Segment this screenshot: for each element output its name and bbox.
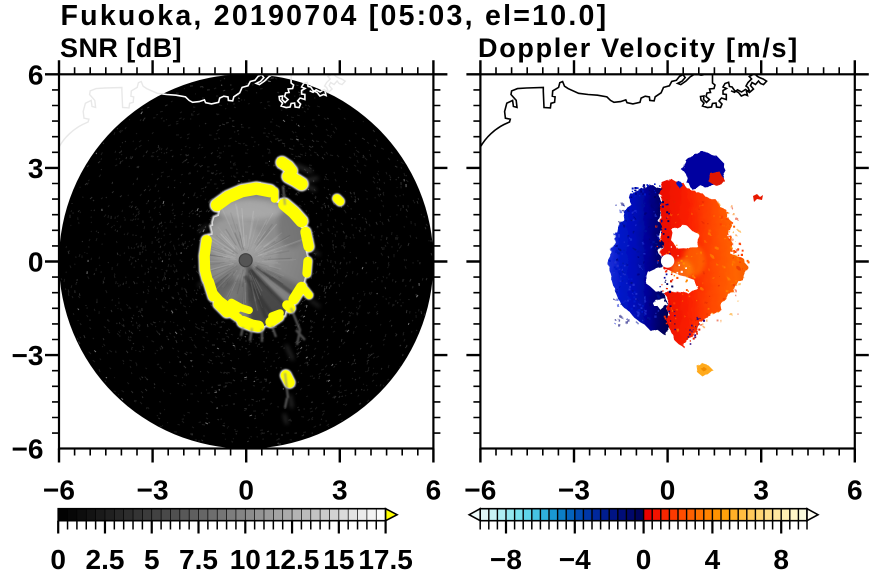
svg-text:6: 6 [426,475,442,506]
svg-text:0: 0 [238,475,254,506]
svg-text:Fukuoka, 20190704 [05:03, el=1: Fukuoka, 20190704 [05:03, el=10.0] [61,0,609,32]
svg-text:Doppler Velocity [m/s]: Doppler Velocity [m/s] [478,33,799,63]
svg-text:3: 3 [332,475,348,506]
svg-text:0: 0 [50,544,66,570]
svg-text:8: 8 [773,544,789,570]
svg-text:15: 15 [323,544,354,570]
svg-text:−3: −3 [137,475,169,506]
svg-text:6: 6 [847,475,863,506]
svg-text:7.5: 7.5 [179,544,218,570]
svg-text:−6: −6 [464,475,496,506]
svg-text:3: 3 [753,475,769,506]
svg-text:0: 0 [28,247,44,278]
svg-text:6: 6 [28,60,44,91]
svg-text:5: 5 [144,544,160,570]
svg-text:3: 3 [28,153,44,184]
svg-text:12.5: 12.5 [265,544,320,570]
svg-text:2.5: 2.5 [86,544,125,570]
svg-text:−3: −3 [558,475,590,506]
svg-text:−3: −3 [12,340,44,371]
svg-text:−8: −8 [490,544,522,570]
svg-text:17.5: 17.5 [358,544,413,570]
svg-text:0: 0 [636,544,652,570]
svg-text:−6: −6 [12,434,44,465]
svg-text:4: 4 [705,544,721,570]
svg-text:10: 10 [230,544,261,570]
svg-text:−6: −6 [43,475,75,506]
svg-text:0: 0 [660,475,676,506]
svg-text:−4: −4 [559,544,591,570]
svg-text:SNR [dB]: SNR [dB] [60,33,182,63]
